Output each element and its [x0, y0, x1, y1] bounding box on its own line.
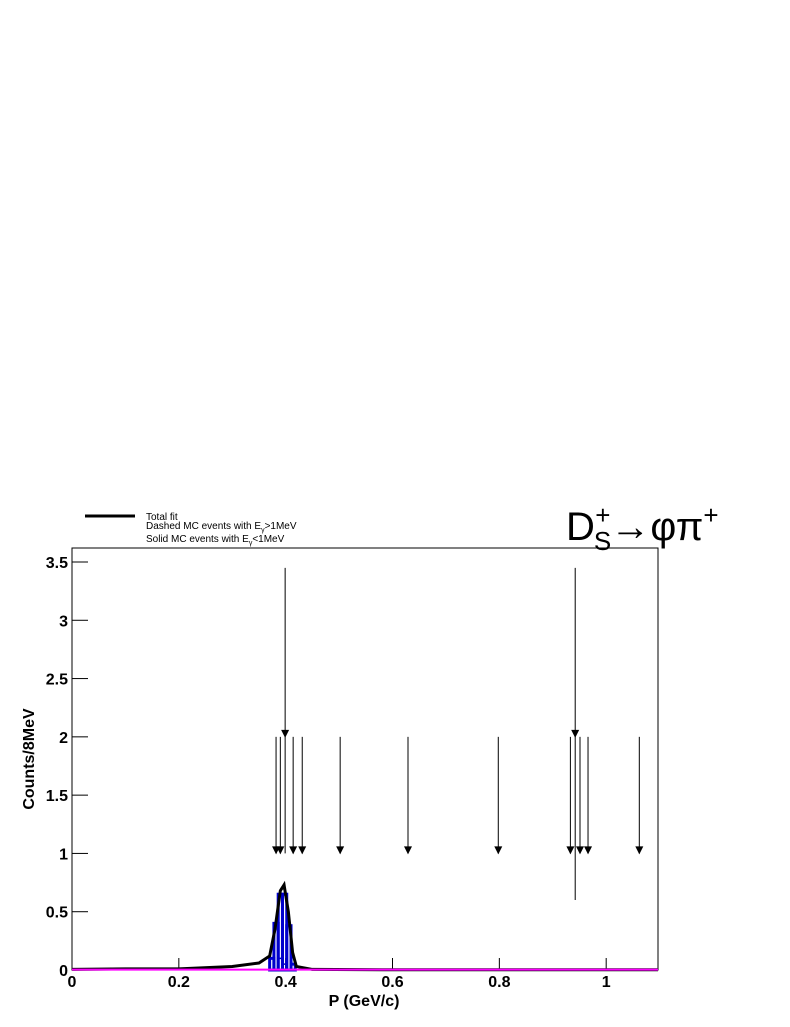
fit-curve [71, 880, 658, 972]
y-tick-label: 3 [59, 613, 68, 630]
legend-label: Dashed MC events with Eγ>1MeV [146, 521, 297, 534]
point-marker [635, 846, 644, 855]
legend-part: <1MeV [252, 534, 284, 545]
legend-part: >1MeV [265, 521, 297, 532]
point-marker [289, 846, 298, 855]
x-tick-label: 1 [602, 974, 611, 991]
chart-title: DS+→φπ+ [566, 500, 719, 556]
y-tick-label: 1 [59, 846, 68, 863]
point-marker [576, 846, 585, 855]
legend-part: Dashed MC events with E [146, 521, 261, 532]
point-marker [404, 846, 413, 855]
title-sub: S [594, 526, 611, 556]
legend-part: Solid MC events with E [146, 534, 249, 545]
legend-label: Solid MC events with Eγ<1MeV [146, 534, 285, 547]
x-tick-label: 0.8 [488, 974, 510, 991]
title-sup: + [595, 500, 610, 530]
point-marker [276, 846, 285, 855]
x-tick-label: 0.4 [275, 974, 297, 991]
x-tick-label: 0.2 [168, 974, 190, 991]
point-marker [584, 846, 593, 855]
x-tick-label: 0 [68, 974, 77, 991]
legend-part: γ [261, 527, 265, 534]
y-tick-label: 0.5 [46, 905, 68, 922]
point-marker [298, 846, 307, 855]
x-tick-label: 0.6 [381, 974, 403, 991]
y-tick-label: 2.5 [46, 672, 68, 689]
y-tick-label: 3.5 [46, 555, 68, 572]
y-tick-label: 0 [59, 963, 68, 980]
legend-label: Total fit [146, 512, 178, 523]
title-sup: + [703, 500, 718, 530]
title-part: →φπ [610, 505, 703, 549]
point-marker [281, 729, 290, 738]
point-marker [566, 846, 575, 855]
title-part: D [566, 505, 595, 549]
legend-part: γ [249, 540, 253, 547]
y-tick-label: 2 [59, 730, 68, 747]
point-marker [336, 846, 345, 855]
x-axis-label: P (GeV/c) [329, 993, 400, 1010]
point-marker [494, 846, 503, 855]
y-axis-label: Counts/8MeV [21, 708, 38, 810]
point-marker [571, 729, 580, 738]
y-tick-label: 1.5 [46, 788, 68, 805]
